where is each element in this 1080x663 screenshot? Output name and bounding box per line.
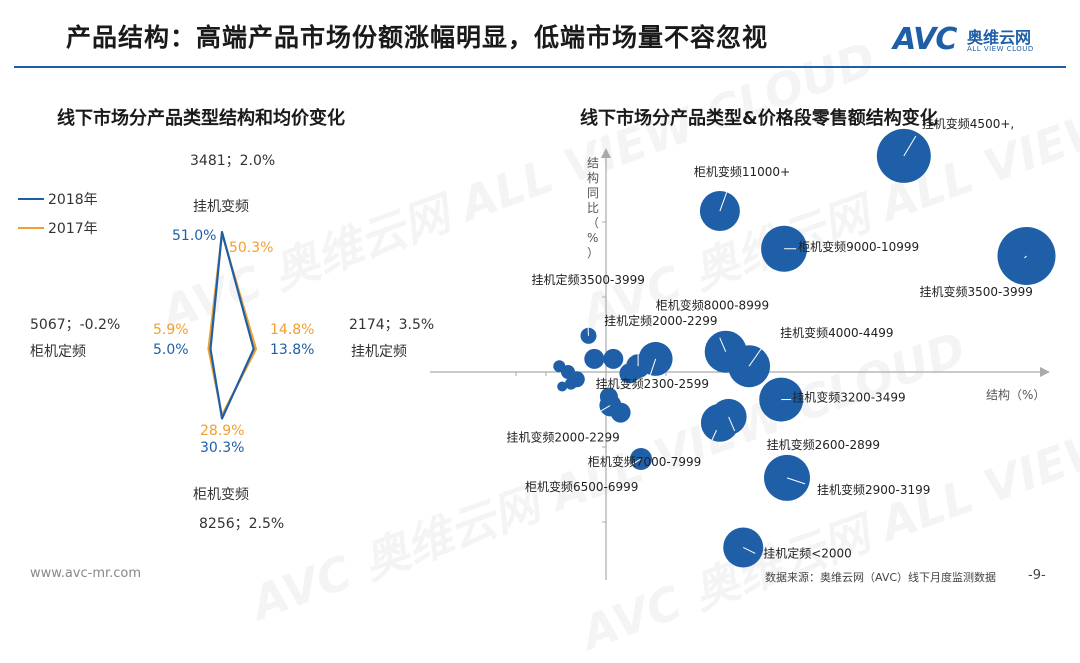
bubble-leader-line (748, 345, 764, 367)
bubble-point (584, 348, 605, 369)
page-title: 产品结构：高端产品市场份额涨幅明显，低端市场量不容忽视 (66, 23, 769, 52)
bubble-point (557, 381, 568, 392)
bubble-leader-line (570, 404, 611, 430)
avc-logo: AVC 奥维云网 ALL VIEW CLOUD (893, 22, 1063, 62)
bubble-leader-line (719, 188, 729, 212)
bubble-label: 挂机变频4500+, (922, 116, 1014, 131)
bubble-point (599, 387, 618, 406)
legend-label-2018: 2018年 (48, 192, 98, 208)
bubble-point (723, 527, 764, 568)
bubble-leader-line (585, 295, 589, 336)
bubble-label: 挂机变频2900-3199 (817, 482, 930, 497)
value-2018-top: 51.0% (172, 228, 217, 244)
bubble-label: 挂机变频2000-2299 (506, 429, 619, 444)
price-change-bottom: 8256；2.5% (199, 516, 285, 532)
bubble-label: 柜机变频9000-10999 (798, 239, 919, 254)
axis-name-bottom: 柜机变频 (193, 487, 249, 503)
value-2017-bottom: 28.9% (200, 423, 245, 439)
legend-swatch-2018 (18, 198, 44, 200)
axis-name-left: 柜机定频 (30, 344, 86, 360)
bubble-leader-line (719, 337, 727, 352)
bubble-point (761, 225, 808, 272)
bubble-point (565, 377, 577, 390)
legend-label-2017: 2017年 (48, 221, 98, 237)
bubble-leader-line (903, 135, 917, 157)
value-2018-right: 13.8% (270, 342, 315, 358)
website-link[interactable]: www.avc-mr.com (30, 566, 142, 581)
legend-2018: 2018年 (18, 189, 98, 209)
bubble-leader-line (743, 547, 756, 554)
page-number: -9- (1028, 568, 1046, 583)
logo-mark: AVC (893, 22, 957, 57)
legend-2017: 2017年 (18, 218, 98, 238)
bubble-label: 柜机变频7000-7999 (588, 454, 701, 469)
header-divider (14, 66, 1066, 68)
y-axis-arrow (601, 148, 611, 158)
price-change-top: 3481；2.0% (190, 153, 276, 169)
bubble-chart: 结构同比（%） 结构（%） 挂机变频4500+, 柜机变频11000+ 柜机变频90… (430, 116, 1056, 580)
bubble-label: 挂机定频<2000 (763, 546, 852, 561)
bubble-point (610, 402, 631, 423)
bubble-leader-line (649, 358, 657, 378)
bubble-point (710, 398, 747, 435)
left-chart-title: 线下市场分产品类型结构和均价变化 (57, 108, 345, 129)
bubble-point (603, 348, 624, 369)
y-axis-label: 结构同比（%） (587, 156, 599, 260)
bubble-point (580, 327, 597, 344)
value-2017-left: 5.9% (153, 322, 189, 338)
logo-cn: 奥维云网 (967, 28, 1032, 47)
bubble-label: 挂机变频3500-3999 (920, 284, 1033, 299)
bubble-label: 挂机变频3200-3499 (792, 390, 905, 405)
bubble-label: 挂机变频2300-2599 (596, 376, 709, 391)
bubble-point (764, 454, 810, 501)
price-change-left: 5067；-0.2% (30, 317, 121, 333)
value-2017-right: 14.8% (270, 322, 315, 338)
bubble-leader-line (1024, 255, 1027, 259)
bubble-leader-line (728, 416, 736, 432)
x-axis-arrow (1040, 367, 1050, 377)
logo-en: ALL VIEW CLOUD (967, 45, 1034, 53)
axis-name-right: 挂机定频 (351, 344, 407, 360)
value-2018-left: 5.0% (153, 342, 189, 358)
bubble-label: 柜机变频6500-6999 (525, 479, 638, 494)
price-change-right: 2174；3.5% (349, 317, 435, 333)
bubble-point (997, 227, 1056, 285)
value-2018-bottom: 30.3% (200, 440, 245, 456)
bubble-label: 挂机定频3500-3999 (532, 272, 645, 287)
bubble-leader-line (786, 477, 806, 485)
bubble-point (619, 363, 640, 384)
axis-name-top: 挂机变频 (193, 199, 249, 215)
legend-swatch-2017 (18, 227, 44, 229)
bubble-leader-line (630, 458, 642, 466)
right-chart-title: 线下市场分产品类型&价格段零售额结构变化 (580, 108, 938, 129)
data-source: 数据来源：奥维云网（AVC）线下月度监测数据 (765, 571, 997, 584)
x-axis-label: 结构（%） (986, 387, 1045, 402)
bubble-label: 柜机变频8000-8999 (656, 298, 769, 313)
bubble-label: 挂机变频4000-4499 (780, 325, 893, 340)
bubble-label: 柜机变频11000+ (694, 164, 790, 179)
bubble-label: 挂机定频2000-2299 (604, 313, 717, 328)
bubble-label: 挂机变频2600-2899 (767, 437, 880, 452)
